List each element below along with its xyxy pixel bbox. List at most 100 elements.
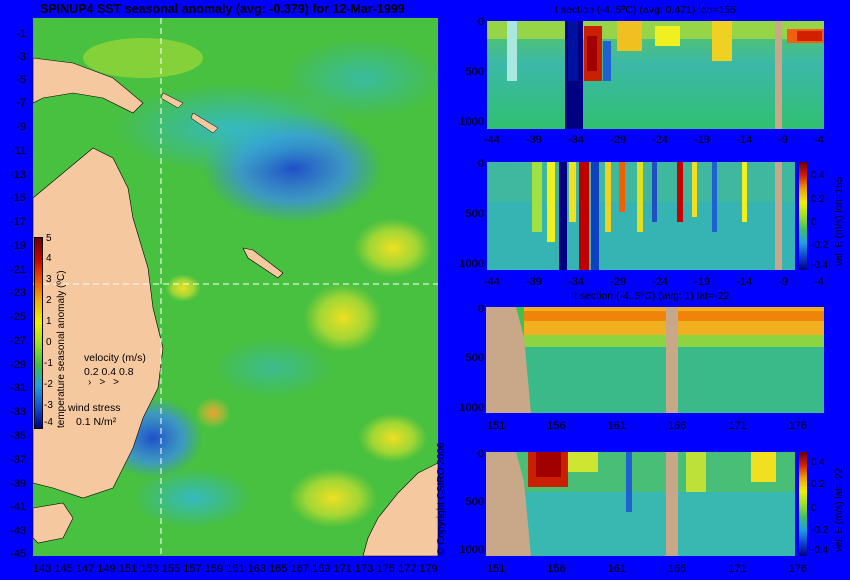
- panel1-section-plot: [487, 21, 824, 129]
- map-title: SPINUP4 SST seasonal anomaly (avg: -0.37…: [40, 2, 405, 16]
- lon-tick: 157: [183, 563, 202, 575]
- y-tick: 1000: [459, 544, 484, 556]
- colorbar-tick: 5: [46, 233, 52, 244]
- lon-tick: 149: [97, 563, 116, 575]
- colorbar-tick: -0.2: [811, 525, 829, 536]
- x-tick: -4: [814, 276, 824, 288]
- lon-tick: 179: [419, 563, 438, 575]
- lon-tick: 143: [33, 563, 52, 575]
- wind-legend-label: wind stress: [68, 402, 121, 414]
- y-tick: 500: [465, 208, 484, 220]
- lon-tick: 163: [247, 563, 267, 575]
- sst-anomaly-map: [32, 18, 443, 557]
- x-tick: -9: [778, 276, 788, 288]
- lat-tick: -13: [10, 169, 26, 181]
- x-tick: 166: [667, 420, 687, 432]
- map-lon-axis: 143 145 147 149 151 153 155 157 159 161 …: [33, 563, 438, 577]
- y-tick: 500: [465, 352, 484, 364]
- x-tick: 156: [547, 420, 566, 432]
- colorbar-tick: 0.4: [811, 457, 825, 468]
- y-tick: 0: [477, 303, 484, 315]
- colorbar-tick: 4: [46, 253, 52, 264]
- copyright-text: © Copyright CSIRO 2006: [436, 442, 447, 555]
- y-tick: 0: [477, 448, 484, 460]
- y-tick: 1000: [459, 402, 484, 414]
- lon-tick: 173: [355, 563, 374, 575]
- lon-tick: 145: [54, 563, 73, 575]
- lon-tick: 165: [269, 563, 288, 575]
- colorbar-tick: 0.2: [811, 479, 825, 490]
- colorbar-tick: -2: [44, 379, 53, 390]
- lat-tick: -39: [10, 478, 26, 490]
- lat-tick: -29: [10, 359, 26, 371]
- lat-tick: -19: [10, 240, 26, 252]
- panel4-x-axis: 151 156 161 166 171 176: [487, 563, 807, 575]
- colorbar-tick: -1: [44, 358, 53, 369]
- colorbar-tick: 0: [811, 503, 817, 514]
- lon-tick: 167: [290, 563, 309, 575]
- x-tick: 151: [487, 563, 506, 575]
- panel1-x-axis: -44 -39 -34 -29 -24 -19 -14 -9 -4: [484, 134, 824, 146]
- colorbar-tick: 3: [46, 274, 52, 285]
- lon-tick: 155: [161, 563, 181, 575]
- panel2-colorbar-label: vel. E (m/s) lon=155: [834, 176, 845, 266]
- x-tick: -24: [652, 134, 669, 146]
- lon-tick: 147: [75, 563, 95, 575]
- x-tick: 176: [788, 563, 807, 575]
- y-tick: 0: [477, 16, 484, 28]
- panel2-colorbar: [799, 162, 807, 270]
- lon-tick: 153: [140, 563, 159, 575]
- colorbar-tick: -3: [44, 400, 53, 411]
- lat-tick: -31: [10, 382, 26, 394]
- x-tick: -24: [652, 276, 669, 288]
- lat-tick: -23: [10, 287, 26, 299]
- colorbar-tick: -0.4: [811, 545, 829, 556]
- x-tick: 161: [607, 563, 627, 575]
- x-tick: -4: [814, 134, 824, 146]
- x-tick: -34: [568, 134, 584, 146]
- colorbar-label: temperature seasonal anomaly (ºC): [56, 270, 67, 428]
- lat-tick: -3: [16, 51, 26, 63]
- lon-tick: 161: [226, 563, 245, 575]
- lat-tick: -9: [16, 121, 26, 133]
- lat-tick: -15: [10, 192, 26, 204]
- x-tick: 171: [728, 563, 747, 575]
- panel4-colorbar: [799, 452, 807, 556]
- y-tick: 500: [465, 66, 484, 78]
- lat-tick: -21: [10, 264, 26, 276]
- y-tick: 500: [465, 496, 484, 508]
- x-tick: -39: [526, 134, 542, 146]
- lat-tick: -27: [10, 335, 26, 347]
- lat-tick: -1: [16, 28, 26, 40]
- lon-tick: 177: [397, 563, 417, 575]
- x-tick: 171: [728, 420, 747, 432]
- y-tick: 0: [477, 158, 484, 170]
- lat-tick: -41: [10, 501, 26, 513]
- x-tick: -44: [484, 276, 500, 288]
- map-colorbar: [34, 237, 43, 429]
- wind-legend-value: 0.1 N/m²: [76, 416, 117, 428]
- lat-tick: -35: [10, 430, 26, 442]
- velocity-legend-label: velocity (m/s): [84, 352, 146, 364]
- colorbar-tick: 0: [46, 337, 52, 348]
- x-tick: 161: [607, 420, 627, 432]
- x-tick: 151: [487, 420, 506, 432]
- x-tick: -34: [568, 276, 584, 288]
- x-tick: -44: [484, 134, 500, 146]
- panel2-x-axis: -44 -39 -34 -29 -24 -19 -14 -9 -4: [484, 276, 824, 288]
- panel3-section-plot: [486, 307, 824, 413]
- lat-tick: -11: [10, 145, 26, 157]
- x-tick: -14: [736, 276, 753, 288]
- lat-tick: -17: [10, 216, 26, 228]
- panel1-title: t section (-4..5ºC) (avg: 0.471) lon=155: [555, 4, 736, 16]
- x-tick: -19: [694, 276, 711, 288]
- x-tick: -29: [610, 276, 626, 288]
- panel4-colorbar-label: vel. E (m/s) lat=-22: [834, 467, 845, 552]
- y-tick: 1000: [459, 258, 484, 270]
- colorbar-tick: 1: [46, 316, 52, 327]
- lon-tick: 151: [118, 563, 138, 575]
- x-tick: -9: [778, 134, 788, 146]
- lat-tick: -7: [16, 97, 26, 109]
- velocity-arrows-icon: ›>>: [88, 377, 128, 388]
- panel2-velocity-plot: [487, 162, 795, 270]
